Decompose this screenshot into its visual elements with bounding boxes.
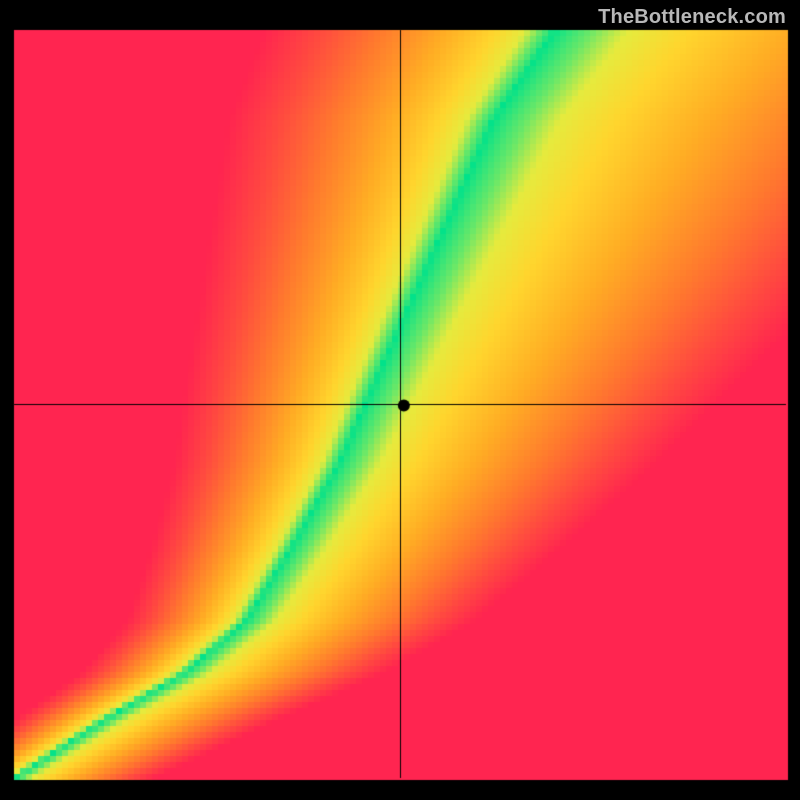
overlay-canvas xyxy=(0,0,800,800)
chart-container: TheBottleneck.com xyxy=(0,0,800,800)
watermark-text: TheBottleneck.com xyxy=(598,6,786,29)
